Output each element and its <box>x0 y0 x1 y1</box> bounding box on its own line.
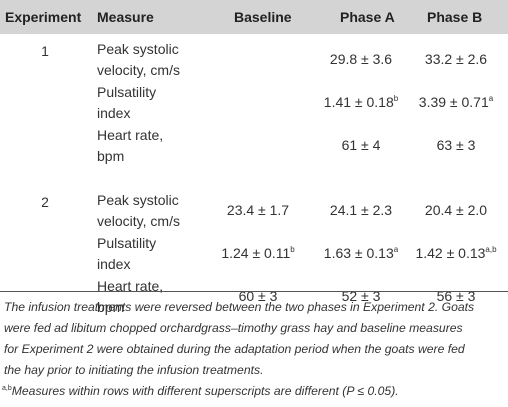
phase-b-cell-superscript: a <box>488 94 494 103</box>
phase-b-cell: 33.2 ± 2.6 <box>400 49 508 69</box>
phase-a-cell-value: 1.41 ± 0.18 <box>323 94 394 110</box>
baseline-cell-value: 1.24 ± 0.11 <box>221 245 291 261</box>
phase-b-cell-value: 63 ± 3 <box>436 137 476 153</box>
phase-b-cell: 3.39 ± 0.71a <box>400 92 508 112</box>
measure-cell-line1: Peak systolic <box>97 192 179 208</box>
baseline-cell: 23.4 ± 1.7 <box>190 200 326 220</box>
phase-b-cell: 20.4 ± 2.0 <box>400 200 508 220</box>
phase-a-cell: 29.8 ± 3.6 <box>305 49 417 69</box>
header-experiment: Experiment <box>5 9 82 25</box>
phase-a-cell: 1.63 ± 0.13a <box>305 243 417 263</box>
phase-b-cell-value: 56 ± 3 <box>436 288 476 304</box>
phase-b-cell: 1.42 ± 0.13a,b <box>400 243 508 263</box>
phase-a-cell-superscript: b <box>393 94 399 103</box>
footnote-significance-text: Measures within rows with different supe… <box>11 384 399 398</box>
table-bottom-rule <box>0 291 508 292</box>
baseline-cell-superscript: b <box>290 245 295 254</box>
measure-cell-line2: velocity, cm/s <box>97 62 180 78</box>
footnote-superscript: a,b <box>2 385 12 392</box>
phase-b-cell: 56 ± 3 <box>400 286 508 306</box>
phase-a-cell-value: 29.8 ± 3.6 <box>329 51 393 67</box>
footnote-line: the hay prior to initiating the infusion… <box>4 363 264 377</box>
measure-cell-line1: Pulsatility <box>97 235 157 251</box>
phase-a-cell-value: 24.1 ± 2.3 <box>329 202 393 218</box>
phase-b-cell-value: 33.2 ± 2.6 <box>424 51 488 67</box>
measure-cell-line1: Peak systolic <box>97 41 179 57</box>
measure-cell-line2: index <box>97 256 131 272</box>
measure-cell-line1: Pulsatility <box>97 84 157 100</box>
phase-b-cell-superscript: a,b <box>485 245 497 254</box>
baseline-cell: 1.24 ± 0.11b <box>190 243 326 263</box>
baseline-cell-value: 23.4 ± 1.7 <box>226 202 290 218</box>
phase-a-cell: 1.41 ± 0.18b <box>305 92 417 112</box>
phase-a-cell: 61 ± 4 <box>305 135 417 155</box>
baseline-cell: 60 ± 3 <box>190 286 326 306</box>
header-measure: Measure <box>97 9 154 25</box>
measure-cell-line1: Heart rate, <box>97 127 164 143</box>
measure-cell-line2: index <box>97 105 131 121</box>
phase-a-cell: 52 ± 3 <box>305 286 417 306</box>
measure-cell-line2: bpm <box>97 148 125 164</box>
footnote-line: for Experiment 2 were obtained during th… <box>4 342 465 356</box>
phase-a-cell-value: 52 ± 3 <box>341 288 381 304</box>
phase-b-cell-value: 20.4 ± 2.0 <box>424 202 488 218</box>
phase-b-cell-value: 3.39 ± 0.71 <box>418 94 489 110</box>
footnote-line: The infusion treatments were reversed be… <box>4 300 475 314</box>
measure-cell-line1: Heart rate, <box>97 278 164 294</box>
measure-cell-line2: velocity, cm/s <box>97 213 180 229</box>
phase-b-cell-value: 1.42 ± 0.13 <box>415 245 486 261</box>
header-phase-b: Phase B <box>427 9 483 25</box>
measure-cell-line2: bpm <box>97 299 125 315</box>
footnote-line: were fed ad libitum chopped orchardgrass… <box>4 321 463 335</box>
phase-b-cell: 63 ± 3 <box>400 135 508 155</box>
header-phase-a: Phase A <box>340 9 395 25</box>
footnote-significance: a,bMeasures within rows with different s… <box>2 381 502 401</box>
phase-a-cell-value: 1.63 ± 0.13 <box>323 245 394 261</box>
table-header-row: Experiment Measure Baseline Phase A Phas… <box>0 0 508 34</box>
phase-a-cell-superscript: a <box>393 245 399 254</box>
phase-a-cell-value: 61 ± 4 <box>341 137 381 153</box>
experiment-cell: 1 <box>41 43 49 59</box>
experiment-cell: 2 <box>41 194 49 210</box>
baseline-cell-value: 60 ± 3 <box>238 288 278 304</box>
header-baseline: Baseline <box>234 9 292 25</box>
phase-a-cell: 24.1 ± 2.3 <box>305 200 417 220</box>
